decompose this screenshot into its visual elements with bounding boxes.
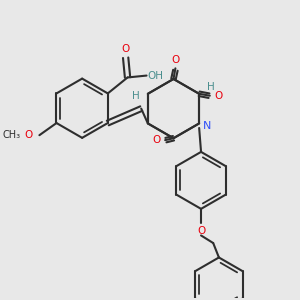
Text: O: O bbox=[153, 135, 161, 145]
Text: N: N bbox=[203, 122, 212, 131]
Text: H: H bbox=[132, 92, 140, 101]
Text: O: O bbox=[171, 55, 179, 65]
Text: H: H bbox=[207, 82, 215, 92]
Text: O: O bbox=[214, 91, 222, 101]
Text: O: O bbox=[197, 226, 205, 236]
Text: CH₃: CH₃ bbox=[2, 130, 20, 140]
Text: O: O bbox=[24, 130, 33, 140]
Text: OH: OH bbox=[147, 70, 163, 81]
Text: O: O bbox=[122, 44, 130, 54]
